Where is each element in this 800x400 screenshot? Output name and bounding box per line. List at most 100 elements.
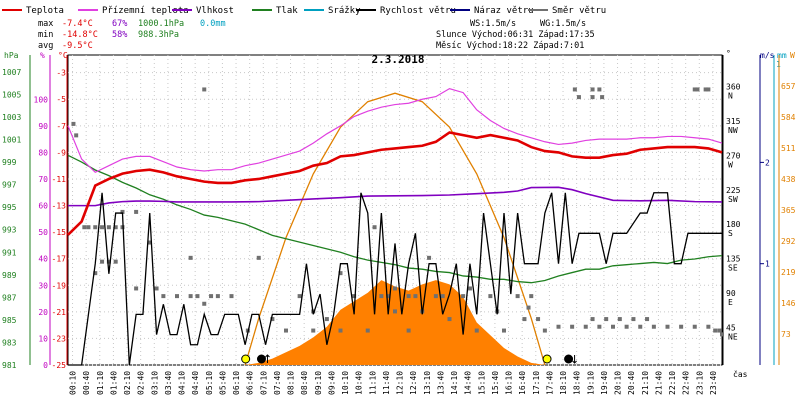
moonset-icon <box>256 354 266 364</box>
wind-dir-point <box>572 87 577 92</box>
moonset-arrowhead <box>265 354 270 358</box>
legend-label: Teplota <box>26 6 64 16</box>
series-wind-speed <box>68 192 722 366</box>
tick-pressure: 989 <box>2 271 17 280</box>
tick-direction: 315 <box>726 117 741 126</box>
wind-dir-point <box>526 305 531 310</box>
solar-area <box>245 280 545 365</box>
tick-pressure: 991 <box>2 248 17 257</box>
tick-pressure: 997 <box>2 181 17 190</box>
tick-x: 14:40 <box>464 371 473 395</box>
axis-unit-hpa: hPa <box>4 51 19 60</box>
tick-temp: -11 <box>52 175 67 184</box>
tick-temp: -3 <box>56 69 66 78</box>
tick-x: 18:10 <box>559 371 568 395</box>
tick-pressure: 1007 <box>2 68 21 77</box>
tick-x: 22:40 <box>682 371 691 395</box>
wind-dir-point <box>600 95 605 100</box>
wind-dir-point <box>597 324 602 329</box>
stat-max-humidity: 67% <box>112 19 127 29</box>
tick-wind: 1 <box>765 260 770 269</box>
wind-dir-point <box>467 286 472 291</box>
tick-humidity: 100 <box>34 95 49 104</box>
tick-humidity: 90 <box>38 122 48 131</box>
wind-dir-point <box>202 87 207 92</box>
tick-temp: -7 <box>56 122 66 131</box>
tick-direction-label: S <box>728 229 733 238</box>
wind-dir-point <box>256 255 261 260</box>
legend-label: Přízemní teplota <box>102 6 189 16</box>
tick-x: 11:40 <box>382 371 391 395</box>
tick-x: 12:10 <box>396 371 405 395</box>
wind-dir-point <box>611 324 615 329</box>
tick-solar: 292 <box>781 237 796 246</box>
axis-unit-humidity: % <box>40 51 45 60</box>
tick-temp: -17 <box>52 255 67 264</box>
wind-dir-point <box>188 255 193 260</box>
axis-unit-dir: ° <box>726 49 731 58</box>
tick-direction: 45 <box>726 324 736 333</box>
tick-x: 21:10 <box>641 371 650 395</box>
wind-dir-point <box>576 95 581 100</box>
legend-label: Tlak <box>276 6 298 16</box>
tick-pressure: 1001 <box>2 136 21 145</box>
wind-dir-point <box>703 87 708 92</box>
tick-humidity: 80 <box>38 148 48 157</box>
wind-dir-point <box>106 259 111 264</box>
wind-dir-point <box>338 328 343 333</box>
tick-direction: 180 <box>726 220 741 229</box>
tick-x: 05:40 <box>218 371 227 395</box>
tick-direction: 225 <box>726 186 741 195</box>
tick-pressure: 1003 <box>2 113 21 122</box>
wind-dir-point <box>617 317 622 322</box>
wind-dir-point <box>134 286 139 291</box>
stat-avg-label: avg <box>38 41 53 51</box>
wind-dir-point <box>215 294 220 299</box>
wind-dir-point <box>324 317 329 322</box>
tick-direction-label: NE <box>728 333 738 342</box>
tick-solar: 511 <box>781 144 796 153</box>
tick-x: 12:40 <box>409 371 418 395</box>
legend-label: Náraz větru <box>474 6 534 16</box>
wind-dir-point <box>433 294 438 299</box>
wind-dir-point <box>379 294 384 299</box>
tick-direction-label: E <box>728 298 733 307</box>
legend: Teplota Přízemní teplota Vlhkost Tlak Srážky… <box>2 6 606 16</box>
wind-dir-point <box>284 328 288 333</box>
tick-humidity: 10 <box>38 334 48 343</box>
tick-x: 00:10 <box>69 371 78 395</box>
tick-pressure: 995 <box>2 203 17 212</box>
tick-x: 21:40 <box>654 371 663 395</box>
stat-min-pressure: 988.3hPa <box>138 30 179 40</box>
wind-dir-point <box>706 324 711 329</box>
tick-pressure: 1005 <box>2 90 21 99</box>
grid <box>67 54 723 366</box>
stat-max-pressure: 1000.1hPa <box>138 19 184 29</box>
tick-pressure: 981 <box>2 361 17 370</box>
wind-dir-point <box>406 294 411 299</box>
legend-label: Vlhkost <box>196 6 234 16</box>
wind-dir-point <box>570 324 575 329</box>
tick-humidity: 50 <box>38 228 48 237</box>
axis-unit-solar: W <box>790 51 795 60</box>
sunrise-icon <box>241 354 251 364</box>
solar-curve <box>244 92 546 366</box>
tick-x: 09:10 <box>314 371 323 395</box>
tick-x: 22:10 <box>668 371 677 395</box>
wind-dir-point <box>706 87 711 92</box>
tick-temp: -21 <box>52 308 67 317</box>
tick-x: 00:40 <box>82 371 91 395</box>
wind-dir-point <box>427 255 432 260</box>
tick-humidity: 40 <box>38 255 48 264</box>
stat-min-temp: -14.8°C <box>62 30 98 40</box>
tick-x: 15:40 <box>491 371 500 395</box>
moonrise-icon <box>564 354 574 364</box>
wind-dir-point <box>536 317 541 322</box>
wind-dir-point <box>82 225 87 230</box>
tick-solar: 438 <box>781 175 796 184</box>
tick-direction-label: SW <box>728 195 738 204</box>
tick-x: 07:10 <box>259 371 268 395</box>
wind-dir-point <box>270 317 275 322</box>
tick-humidity: 30 <box>38 281 48 290</box>
